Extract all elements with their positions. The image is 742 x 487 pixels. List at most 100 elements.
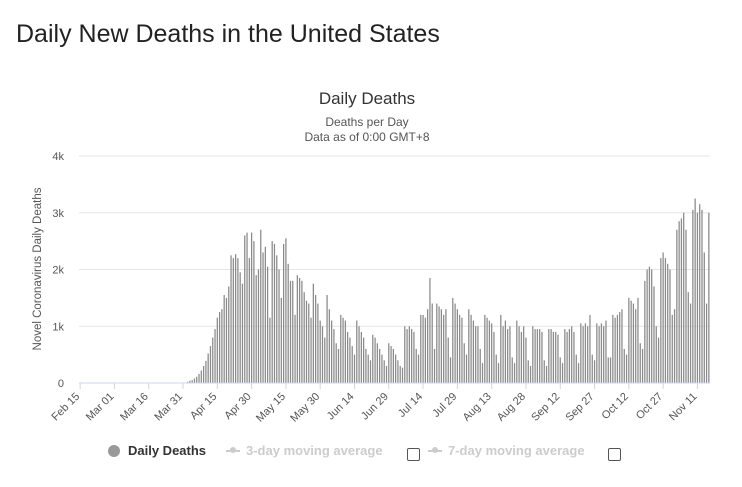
bar — [397, 360, 399, 383]
bar — [628, 297, 630, 384]
bar — [358, 326, 360, 383]
bar — [292, 280, 294, 383]
bar — [344, 320, 346, 383]
bar — [317, 303, 319, 383]
checkbox-7-day-average[interactable] — [608, 448, 621, 461]
x-tick-label: Aug 13 — [461, 391, 494, 424]
bar — [237, 258, 239, 383]
bar — [653, 286, 655, 383]
bar — [214, 329, 216, 383]
bar — [523, 326, 525, 383]
bar — [683, 212, 685, 383]
bar — [285, 238, 287, 383]
bar — [548, 329, 550, 383]
bar — [680, 218, 683, 383]
bar — [536, 329, 539, 383]
x-tick-label: May 15 — [254, 391, 288, 425]
bar — [262, 252, 264, 383]
bar — [539, 329, 541, 383]
x-tick-label: Feb 15 — [50, 391, 83, 424]
bar — [577, 363, 580, 383]
bar — [196, 376, 198, 383]
bar — [491, 323, 493, 383]
bar — [609, 357, 612, 383]
bar — [507, 329, 509, 383]
bar — [481, 363, 484, 383]
bar — [518, 326, 520, 383]
x-tick-label: Sep 27 — [564, 391, 597, 424]
bar — [495, 354, 497, 384]
bar — [555, 331, 557, 383]
bar — [429, 278, 431, 383]
bar — [319, 320, 321, 383]
bar — [630, 300, 632, 383]
bar — [566, 331, 568, 383]
bar — [575, 354, 577, 384]
y-tick-label: 1k — [52, 321, 64, 333]
bar — [614, 317, 616, 383]
bar — [623, 348, 625, 383]
bar — [340, 314, 342, 383]
bar — [596, 323, 598, 383]
bar — [598, 326, 600, 383]
bar — [411, 329, 413, 383]
bar — [365, 348, 367, 383]
bar — [571, 326, 573, 383]
bar — [484, 314, 486, 383]
bar — [264, 246, 266, 383]
bar — [479, 348, 481, 383]
bar — [497, 363, 500, 383]
bar — [463, 343, 465, 383]
bar — [447, 337, 449, 383]
bar — [374, 337, 376, 383]
bar — [657, 337, 660, 383]
y-tick-label: 4k — [52, 151, 64, 163]
bar — [383, 360, 385, 383]
bar — [244, 235, 246, 383]
bar — [399, 365, 401, 383]
bar — [564, 329, 566, 383]
x-tick-label: Apr 30 — [222, 391, 253, 422]
bar — [461, 317, 463, 383]
x-tick-label: Mar 01 — [84, 391, 117, 424]
bar — [392, 348, 394, 383]
bar — [333, 329, 335, 383]
bar — [708, 212, 710, 383]
checkbox-3-day-average[interactable] — [407, 448, 420, 461]
bar — [705, 303, 708, 383]
bar — [600, 323, 603, 383]
gridlines — [79, 155, 710, 327]
bar — [545, 365, 548, 383]
bar — [347, 331, 349, 383]
x-tick-label: Oct 27 — [634, 391, 665, 422]
bar — [221, 309, 223, 383]
bar — [603, 326, 605, 383]
bar — [324, 337, 326, 383]
x-tick-label: Apr 15 — [188, 391, 219, 422]
bar — [639, 343, 641, 383]
bar — [445, 309, 447, 383]
x-tick-label: Mar 16 — [118, 391, 151, 424]
bar — [552, 331, 555, 383]
bar — [541, 331, 543, 383]
bar — [415, 348, 417, 383]
legend-item-7-day-average[interactable]: 7-day moving average — [428, 443, 585, 458]
bar — [440, 309, 442, 383]
bar — [568, 329, 571, 383]
legend: Daily Deaths 3-day moving average 7-day … — [0, 443, 742, 465]
bar — [470, 314, 472, 383]
line-marker-icon — [226, 446, 240, 453]
legend-item-3-day-average[interactable]: 3-day moving average — [226, 443, 383, 458]
legend-item-daily-deaths[interactable]: Daily Deaths — [108, 443, 206, 458]
bar — [305, 300, 308, 383]
bar — [532, 326, 534, 383]
x-tick-label: Nov 11 — [667, 391, 700, 424]
bar — [689, 303, 692, 383]
y-tick-label: 2k — [52, 265, 64, 277]
bar — [433, 348, 436, 383]
bar — [223, 295, 225, 383]
bar — [216, 317, 218, 383]
bar — [246, 232, 248, 383]
bar — [253, 241, 255, 384]
